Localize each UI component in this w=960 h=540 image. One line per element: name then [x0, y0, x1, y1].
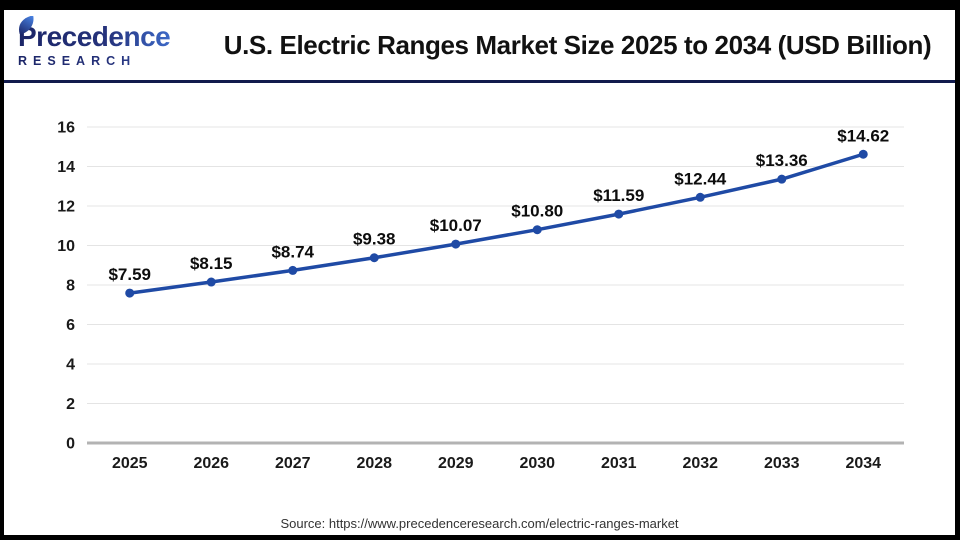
data-point — [695, 192, 705, 202]
data-point — [125, 288, 135, 298]
data-label: $7.59 — [108, 265, 151, 284]
series-line — [128, 152, 865, 295]
x-tick-label: 2031 — [601, 455, 637, 472]
x-tick-label: 2028 — [356, 455, 392, 472]
brand-logo: Precedence RESEARCH — [4, 14, 218, 68]
y-tick-label: 12 — [57, 199, 75, 216]
y-tick-label: 0 — [66, 436, 75, 453]
x-tick-label: 2025 — [112, 455, 148, 472]
data-point — [369, 253, 379, 263]
x-tick-label: 2034 — [845, 455, 881, 472]
y-tick-label: 16 — [57, 120, 75, 137]
chart-svg: 0 2 4 6 8 10 12 14 16 2025 2026 2027 2028 2029 2030 203… — [57, 120, 904, 472]
leaf-icon — [16, 14, 36, 39]
x-tick-label: 2033 — [764, 455, 800, 472]
data-label: $10.80 — [511, 202, 563, 221]
header-divider — [4, 80, 955, 83]
y-tick-label: 14 — [57, 159, 75, 176]
chart-area: 0 2 4 6 8 10 12 14 16 2025 2026 2027 2028 2029 2030 203… — [4, 83, 955, 535]
x-tick-label: 2032 — [682, 455, 718, 472]
data-point — [288, 265, 298, 275]
data-label: $13.36 — [756, 151, 808, 170]
data-point — [614, 209, 624, 219]
y-tick-label: 2 — [66, 396, 75, 413]
data-point — [777, 174, 787, 184]
source-text: Source: https://www.precedenceresearch.c… — [280, 516, 679, 531]
x-tick-label: 2030 — [519, 455, 555, 472]
data-label: $8.15 — [190, 254, 233, 273]
x-tick-label: 2029 — [438, 455, 474, 472]
data-point — [206, 277, 216, 287]
y-tick-label: 10 — [57, 238, 75, 255]
y-tick-label: 8 — [66, 278, 75, 295]
brand-wordmark: Precedence — [18, 22, 218, 51]
data-label: $14.62 — [837, 126, 889, 145]
brand-subtext: RESEARCH — [18, 54, 218, 68]
data-label: $12.44 — [674, 169, 727, 188]
y-tick-label: 4 — [66, 357, 75, 374]
x-tick-label: 2026 — [193, 455, 229, 472]
data-point — [532, 225, 542, 235]
data-label: $11.59 — [593, 186, 644, 205]
data-label: $9.38 — [353, 230, 396, 249]
x-tick-label: 2027 — [275, 455, 311, 472]
header: Precedence RESEARCH U.S. Electric Ranges… — [4, 10, 955, 80]
data-point — [858, 149, 868, 159]
data-label: $8.74 — [271, 242, 314, 261]
y-tick-label: 6 — [66, 317, 75, 334]
data-label: $10.07 — [430, 216, 482, 235]
chart-title: U.S. Electric Ranges Market Size 2025 to… — [223, 29, 932, 60]
data-point — [451, 239, 461, 249]
